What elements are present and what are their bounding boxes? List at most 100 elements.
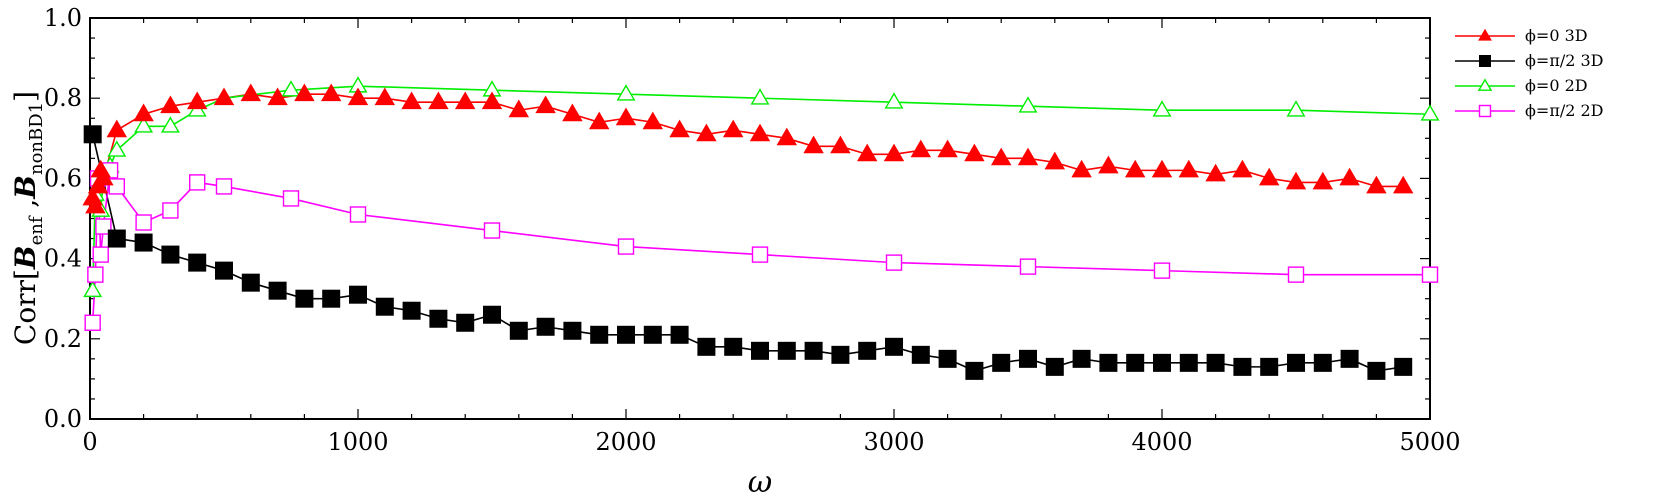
data-point-square <box>161 245 180 264</box>
data-point-square <box>295 289 314 308</box>
y-axis-label-sep: , <box>9 199 42 217</box>
data-point-square <box>83 125 102 144</box>
data-point-triangle <box>562 103 583 122</box>
y-axis-label-sub1: enf <box>26 215 47 245</box>
data-point-square <box>938 349 957 368</box>
data-point-square <box>1206 353 1225 372</box>
legend-item: ϕ=0 3D <box>1455 26 1588 45</box>
data-point-square <box>724 337 743 356</box>
data-point-square <box>322 289 341 308</box>
x-tick-label: 2000 <box>595 428 656 456</box>
y-axis-label-b1: B <box>9 245 42 270</box>
legend-label: ϕ=0 2D <box>1525 76 1588 95</box>
data-point-square <box>1072 349 1091 368</box>
data-point-triangle <box>134 116 154 133</box>
data-point-square <box>402 301 421 320</box>
data-point-triangle <box>106 119 128 138</box>
x-tick-labels: 0 1000 2000 3000 4000 5000 <box>82 428 1460 456</box>
data-point-square <box>1367 361 1386 380</box>
data-point-triangle <box>213 87 235 106</box>
legend-item: ϕ=π/2 2D <box>1455 101 1604 120</box>
data-point-square <box>751 246 769 263</box>
data-point-triangle <box>481 91 503 110</box>
data-point-triangle <box>508 99 530 118</box>
series-marker-group <box>82 83 1414 214</box>
data-point-triangle <box>85 195 106 214</box>
data-point-square <box>563 321 582 340</box>
data-point-square <box>751 341 769 360</box>
data-point-triangle <box>856 143 878 162</box>
x-axis-ticks <box>89 18 1431 419</box>
x-tick-label: 4000 <box>1131 428 1192 456</box>
data-point-square <box>483 305 501 324</box>
data-point-square <box>965 361 984 380</box>
data-point-triangle <box>267 87 288 106</box>
data-point-square <box>697 337 716 356</box>
data-point-square <box>282 190 300 207</box>
y-tick-label: 1.0 <box>44 4 82 32</box>
data-point-square <box>134 233 153 252</box>
x-tick-label: 5000 <box>1399 428 1460 456</box>
data-point-square <box>1340 349 1359 368</box>
data-point-triangle <box>750 88 770 105</box>
y-axis-label-sub2: nonBD1 <box>26 102 47 175</box>
legend: ϕ=0 3D ϕ=π/2 3D ϕ=0 2D ϕ=π/2 2D <box>1455 26 1604 120</box>
data-point-square <box>1045 357 1064 376</box>
data-point-triangle <box>1285 171 1307 190</box>
legend-label: ϕ=0 3D <box>1525 26 1588 45</box>
data-point-triangle <box>1286 100 1306 117</box>
data-point-triangle <box>535 95 556 114</box>
data-point-square <box>992 353 1011 372</box>
data-point-triangle <box>776 127 798 146</box>
data-point-triangle <box>642 111 664 130</box>
data-point-square <box>215 261 233 280</box>
data-point-square <box>1233 357 1252 376</box>
data-point-square <box>885 337 903 356</box>
data-point-square <box>95 218 112 235</box>
data-point-square <box>1287 353 1305 372</box>
data-point-square <box>1479 55 1491 67</box>
data-point-square <box>509 321 528 340</box>
data-point-square <box>87 266 104 283</box>
data-point-square <box>162 202 179 219</box>
data-point-square <box>1260 357 1279 376</box>
data-point-triangle <box>1071 159 1092 178</box>
data-point-square <box>1179 353 1198 372</box>
y-axis-label-prefix: Corr[ <box>9 269 42 345</box>
x-tick-label: 1000 <box>327 428 388 456</box>
data-point-triangle <box>749 123 771 142</box>
data-point-triangle <box>1124 159 1146 178</box>
data-point-square <box>92 246 109 263</box>
data-point-triangle <box>884 92 904 109</box>
data-point-triangle <box>93 167 114 186</box>
data-point-triangle <box>615 107 637 126</box>
data-point-square <box>1153 353 1171 372</box>
data-point-triangle <box>1152 100 1172 117</box>
data-point-triangle <box>1312 171 1334 190</box>
data-point-triangle <box>722 119 744 138</box>
data-point-triangle <box>1017 147 1039 166</box>
data-point-square <box>804 341 823 360</box>
series-markers <box>82 76 1440 380</box>
data-point-square <box>1394 357 1413 376</box>
data-point-triangle <box>1366 175 1387 194</box>
y-tick-label: 0.4 <box>44 245 82 273</box>
data-point-triangle <box>294 83 315 102</box>
series-marker-group <box>83 125 1413 380</box>
data-point-square <box>617 238 635 255</box>
data-point-triangle <box>910 139 932 158</box>
legend-label: ϕ=π/2 3D <box>1525 51 1604 70</box>
data-point-square <box>670 325 689 344</box>
legend-item: ϕ=0 2D <box>1455 76 1588 95</box>
data-point-triangle <box>454 91 476 110</box>
y-tick-label: 0.8 <box>44 84 82 112</box>
data-point-square <box>215 178 233 195</box>
x-tick-label: 0 <box>82 428 97 456</box>
data-point-square <box>777 341 796 360</box>
data-point-square <box>1287 266 1305 283</box>
data-point-square <box>885 254 903 271</box>
y-tick-label: 0.0 <box>44 405 82 433</box>
data-point-triangle <box>374 87 396 106</box>
data-point-square <box>108 178 126 195</box>
